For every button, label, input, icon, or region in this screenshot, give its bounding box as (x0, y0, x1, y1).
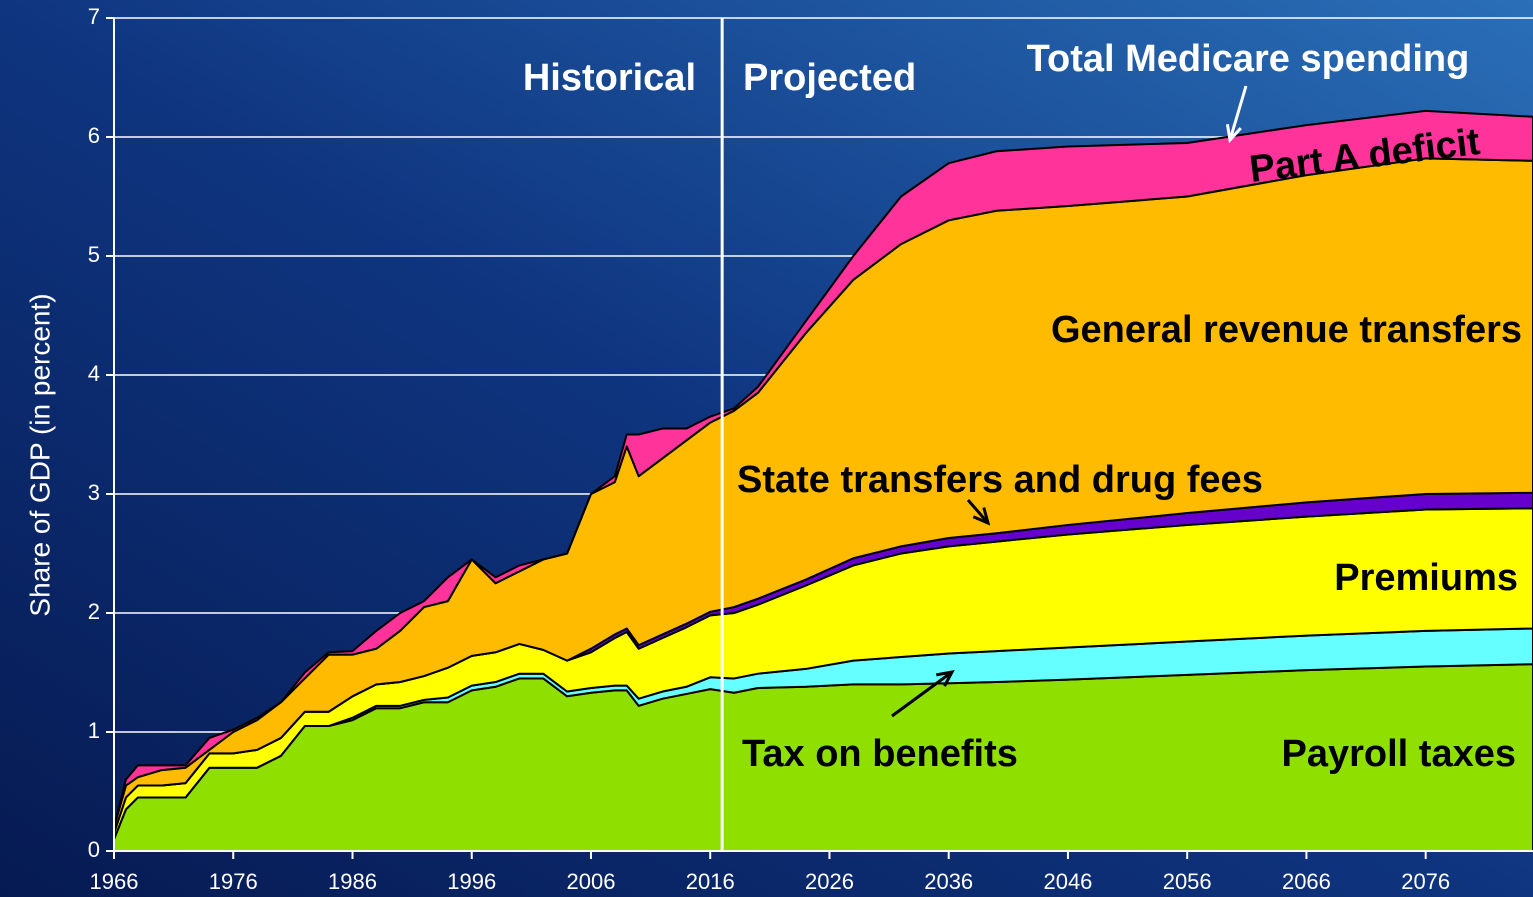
series-label: Payroll taxes (1282, 733, 1516, 775)
x-tick-label: 2016 (686, 869, 735, 894)
y-tick-label: 7 (88, 4, 100, 29)
y-axis-label: Share of GDP (in percent) (24, 293, 55, 616)
x-tick-label: 2046 (1043, 869, 1092, 894)
x-tick-label: 2026 (805, 869, 854, 894)
x-tick-label: 2056 (1163, 869, 1212, 894)
arrow (966, 499, 990, 524)
arrow (1228, 85, 1248, 141)
y-tick-label: 2 (88, 599, 100, 624)
annotation: Historical (523, 57, 696, 99)
area (113, 109, 1533, 829)
series-label: Premiums (1334, 557, 1518, 599)
series-label: State transfers and drug fees (737, 459, 1263, 501)
x-tick-label: 1966 (90, 869, 139, 894)
x-tick-label: 1976 (209, 869, 258, 894)
arrow (891, 670, 953, 718)
annotation: Total Medicare spending (1027, 38, 1470, 80)
series-label: General revenue transfers (1051, 309, 1522, 351)
x-tick-label: 2036 (924, 869, 973, 894)
y-tick-label: 6 (88, 123, 100, 148)
x-tick-label: 2076 (1401, 869, 1450, 894)
x-tick-label: 1996 (447, 869, 496, 894)
arrow-head (1225, 123, 1242, 144)
y-tick-label: 0 (88, 837, 100, 862)
arrow-head (972, 507, 991, 526)
y-tick-label: 4 (88, 361, 100, 386)
y-tick-label: 1 (88, 718, 100, 743)
x-tick-label: 1986 (328, 869, 377, 894)
x-tick-label: 2006 (566, 869, 615, 894)
x-tick-label: 2066 (1282, 869, 1331, 894)
arrow-head (935, 669, 955, 687)
annotation: Projected (743, 57, 916, 99)
series-label: Tax on benefits (742, 733, 1018, 775)
y-tick-label: 5 (88, 242, 100, 267)
y-tick-label: 3 (88, 480, 100, 505)
